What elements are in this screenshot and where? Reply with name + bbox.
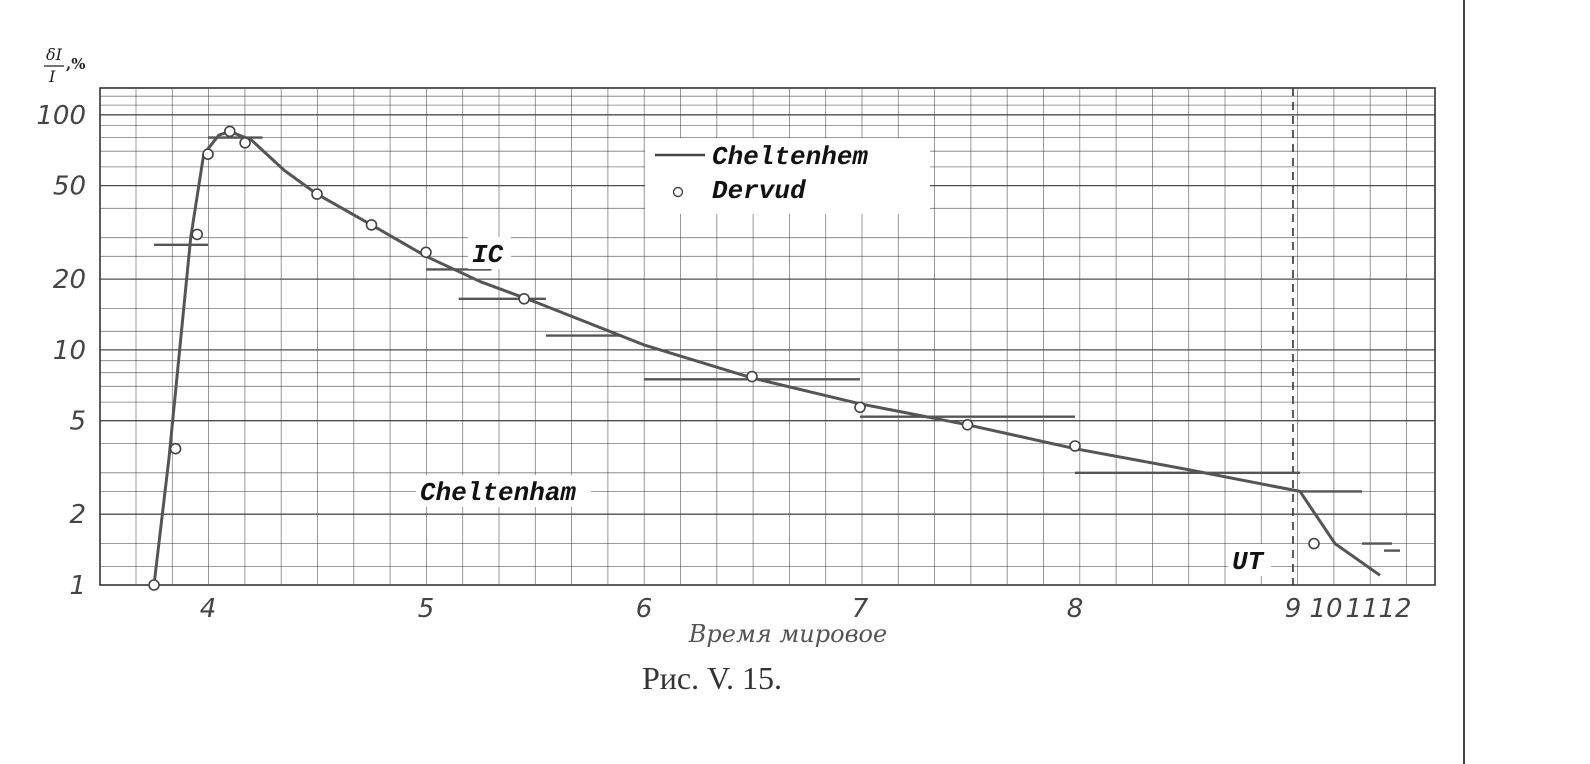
- figure-caption: Рис. V. 15.: [641, 660, 783, 696]
- dervud-point: [1069, 440, 1081, 452]
- cheltenhem-series: [152, 129, 1381, 586]
- dervud-series: [148, 125, 1320, 591]
- dervud-point: [746, 370, 758, 383]
- y-axis-label: δI I,%: [44, 45, 85, 86]
- dervud-point: [148, 579, 160, 591]
- y-label-denominator: I: [48, 67, 56, 86]
- dervud-point: [224, 125, 236, 138]
- annotation-label: IC: [472, 240, 504, 270]
- dervud-point: [169, 442, 182, 455]
- cheltenhem-line: [152, 129, 1381, 586]
- y-label-unit: ,%: [66, 55, 85, 73]
- legend-label-cheltenhem: Cheltenhem: [712, 142, 868, 172]
- legend-box: [645, 138, 930, 214]
- x-tick-label: 7: [852, 594, 869, 624]
- y-label-numerator: δI: [46, 45, 63, 64]
- step-bars-series: [154, 136, 1400, 552]
- annotation-bg: [416, 475, 591, 507]
- annotation-bg: [468, 237, 511, 269]
- y-tick-label: 20: [53, 265, 86, 295]
- y-tick-label: 5: [69, 407, 86, 437]
- annotation-label: Cheltenham: [420, 478, 576, 508]
- x-tick-label: 10: [1309, 594, 1342, 624]
- x-tick-label: 4: [200, 594, 217, 624]
- dervud-point: [365, 219, 378, 231]
- annotation-bg: [1228, 544, 1271, 576]
- x-axis-label: Время мировое: [688, 620, 888, 648]
- y-tick-label: 2: [69, 500, 86, 530]
- legend: Cheltenhem Dervud: [645, 138, 930, 214]
- dervud-point: [961, 418, 974, 431]
- annotations: IC Cheltenham UT: [416, 237, 1271, 577]
- dervud-point: [191, 228, 203, 241]
- dervud-point: [518, 292, 530, 305]
- y-tick-label: 1: [69, 571, 86, 601]
- dervud-point: [239, 137, 251, 149]
- plot-frame: [99, 87, 1436, 586]
- dervud-point: [420, 246, 432, 259]
- annotation-label: UT: [1232, 547, 1265, 577]
- x-tick-label: 6: [636, 594, 653, 624]
- legend-circle-marker: [672, 186, 684, 198]
- y-tick-label: 100: [36, 101, 86, 131]
- x-tick-label: 5: [418, 594, 435, 624]
- legend-label-dervud: Dervud: [712, 176, 807, 206]
- dervud-point: [854, 401, 866, 414]
- x-tick-label: 8: [1067, 594, 1084, 624]
- y-tick-label: 10: [53, 336, 86, 366]
- x-tick-label: 11: [1345, 594, 1378, 624]
- x-tick-label: 12: [1378, 594, 1411, 624]
- page-right-border: [1463, 0, 1465, 764]
- x-tick-label: 9: [1285, 594, 1302, 624]
- dervud-point: [202, 148, 214, 160]
- dervud-point: [1308, 537, 1320, 550]
- y-tick-label: 50: [53, 172, 86, 202]
- dervud-point: [311, 188, 323, 200]
